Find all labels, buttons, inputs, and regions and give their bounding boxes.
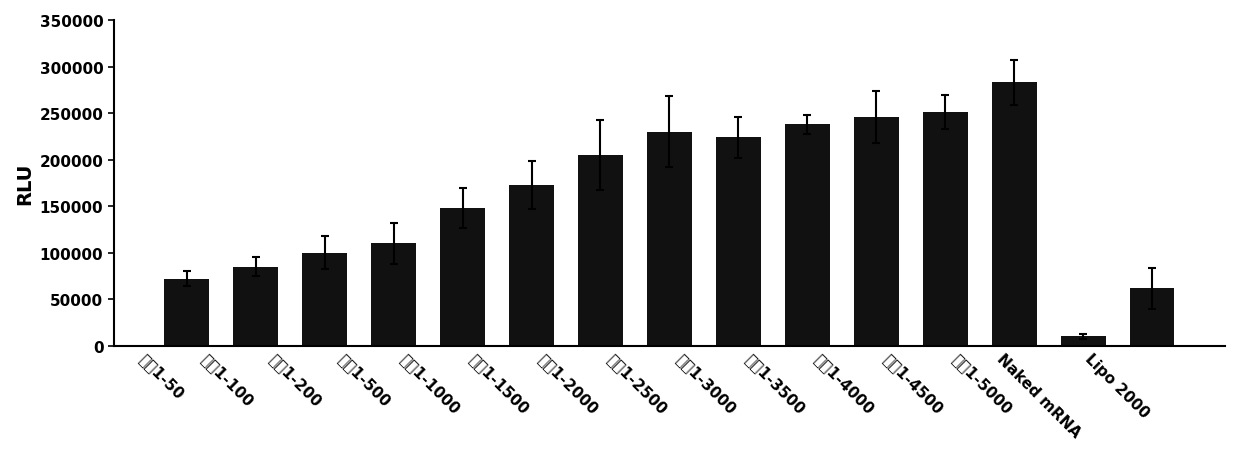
Bar	[992, 83, 1037, 346]
Bar	[785, 125, 830, 346]
Y-axis label: RLU: RLU	[15, 162, 33, 205]
Bar	[510, 185, 554, 346]
Bar	[1060, 337, 1106, 346]
Bar	[647, 132, 692, 346]
Bar	[923, 113, 967, 346]
Bar	[1130, 288, 1174, 346]
Bar	[165, 279, 210, 346]
Bar	[854, 117, 899, 346]
Bar	[371, 244, 417, 346]
Bar	[578, 156, 622, 346]
Bar	[233, 267, 278, 346]
Bar	[715, 138, 761, 346]
Bar	[303, 253, 347, 346]
Bar	[440, 208, 485, 346]
